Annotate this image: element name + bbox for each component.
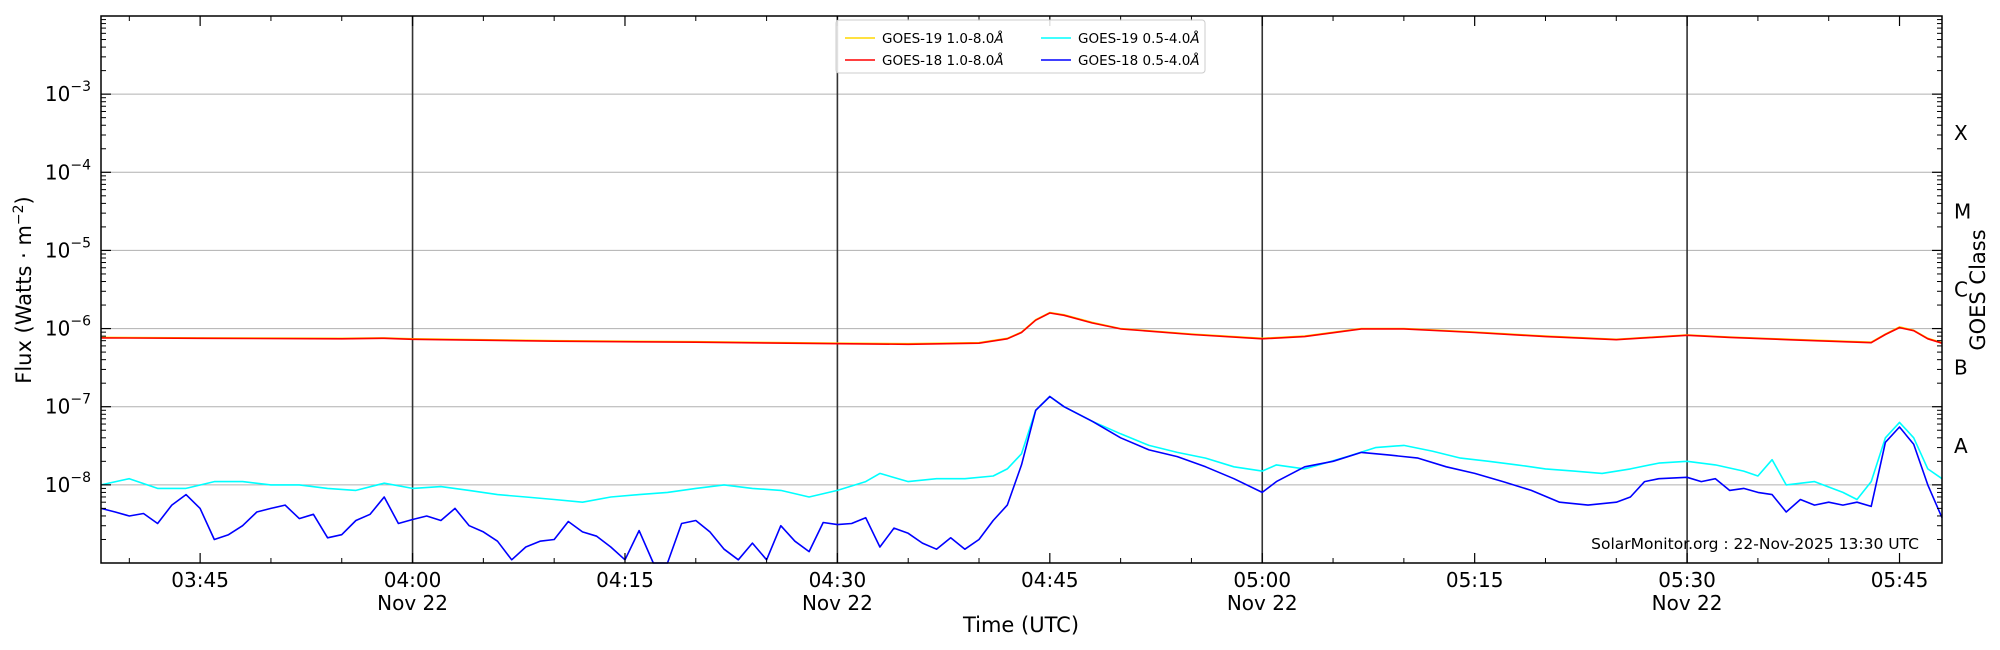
- legend-label-unit: Å: [993, 30, 1003, 47]
- series-line: [100, 395, 1943, 564]
- legend-label: GOES-19 1.0-8.0Å: [882, 30, 1004, 47]
- x-tick-label: 04:30: [809, 568, 867, 592]
- y-tick-exponent: −3: [70, 79, 91, 95]
- y-tick-label: 10−8: [45, 470, 91, 497]
- legend-label-unit: Å: [1189, 30, 1199, 47]
- plot-frame: [100, 15, 1943, 564]
- x-tick-date-label: Nov 22: [1652, 591, 1723, 615]
- legend-box: [835, 19, 1206, 74]
- y-tick-label: 10−4: [45, 157, 91, 184]
- x-tick-label: 05:30: [1658, 568, 1716, 592]
- legend-label-text: GOES-18 0.5-4.0: [1078, 53, 1190, 69]
- y-tick-base: 10: [45, 473, 70, 497]
- legend-label-text: GOES-19 0.5-4.0: [1078, 31, 1190, 47]
- y-tick-base: 10: [45, 395, 70, 419]
- legend-label: GOES-18 1.0-8.0Å: [882, 52, 1004, 69]
- gridlines: [101, 93, 1942, 486]
- y-tick-base: 10: [45, 238, 70, 262]
- goes-class-label: B: [1954, 356, 1968, 380]
- goes-class-label: M: [1954, 199, 1971, 223]
- y-tick-base: 10: [45, 82, 70, 106]
- y-tick-label: 10−6: [45, 314, 91, 341]
- y-tick-exponent: −5: [70, 235, 91, 251]
- axis-ticks: [101, 16, 1942, 563]
- legend-label-text: GOES-18 1.0-8.0: [882, 53, 994, 69]
- x-tick-label: 04:00: [384, 568, 442, 592]
- x-tick-label: 04:15: [596, 568, 654, 592]
- flux-series: [100, 311, 1943, 564]
- legend-label: GOES-18 0.5-4.0Å: [1078, 52, 1200, 69]
- goes-class-label: C: [1954, 278, 1968, 302]
- x-tick-label: 05:00: [1233, 568, 1291, 592]
- x-tick-label: 05:15: [1446, 568, 1504, 592]
- y-tick-base: 10: [45, 160, 70, 184]
- y-tick-label: 10−7: [45, 392, 91, 419]
- y-tick-exponent: −6: [70, 314, 91, 330]
- legend-label-unit: Å: [1189, 52, 1199, 69]
- x-tick-date-label: Nov 22: [802, 591, 873, 615]
- goes-class-label: X: [1954, 121, 1968, 145]
- x-tick-date-label: Nov 22: [1227, 591, 1298, 615]
- x-axis-title: Time (UTC): [962, 613, 1079, 637]
- credit-text: SolarMonitor.org : 22-Nov-2025 13:30 UTC: [1591, 535, 1919, 553]
- y-axis-title-close: ): [12, 196, 36, 204]
- y-tick-base: 10: [45, 317, 70, 341]
- y-tick-labels: 10−810−710−610−510−410−3: [45, 79, 91, 497]
- legend-label-unit: Å: [993, 52, 1003, 69]
- y-tick-exponent: −7: [70, 392, 91, 408]
- x-tick-label: 05:45: [1871, 568, 1929, 592]
- y-axis-title-main: Flux (Watts · m: [12, 225, 36, 384]
- y-axis-title: Flux (Watts · m−2): [11, 196, 36, 384]
- x-tick-label: 03:45: [171, 568, 229, 592]
- y-tick-exponent: −4: [70, 157, 91, 173]
- y-tick-label: 10−3: [45, 79, 91, 106]
- right-axis-title: GOES Class: [1966, 229, 1990, 350]
- x-tick-label: 04:45: [1021, 568, 1079, 592]
- y-tick-exponent: −8: [70, 470, 91, 486]
- goes-class-label: A: [1954, 434, 1968, 458]
- x-tick-date-label: Nov 22: [377, 591, 448, 615]
- series-line: [100, 312, 1943, 346]
- goes-class-labels: A B C M X: [1954, 121, 1971, 458]
- legend-label: GOES-19 0.5-4.0Å: [1078, 30, 1200, 47]
- y-tick-label: 10−5: [45, 235, 91, 262]
- legend-label-text: GOES-19 1.0-8.0: [882, 31, 994, 47]
- y-axis-title-exponent: −2: [11, 204, 27, 225]
